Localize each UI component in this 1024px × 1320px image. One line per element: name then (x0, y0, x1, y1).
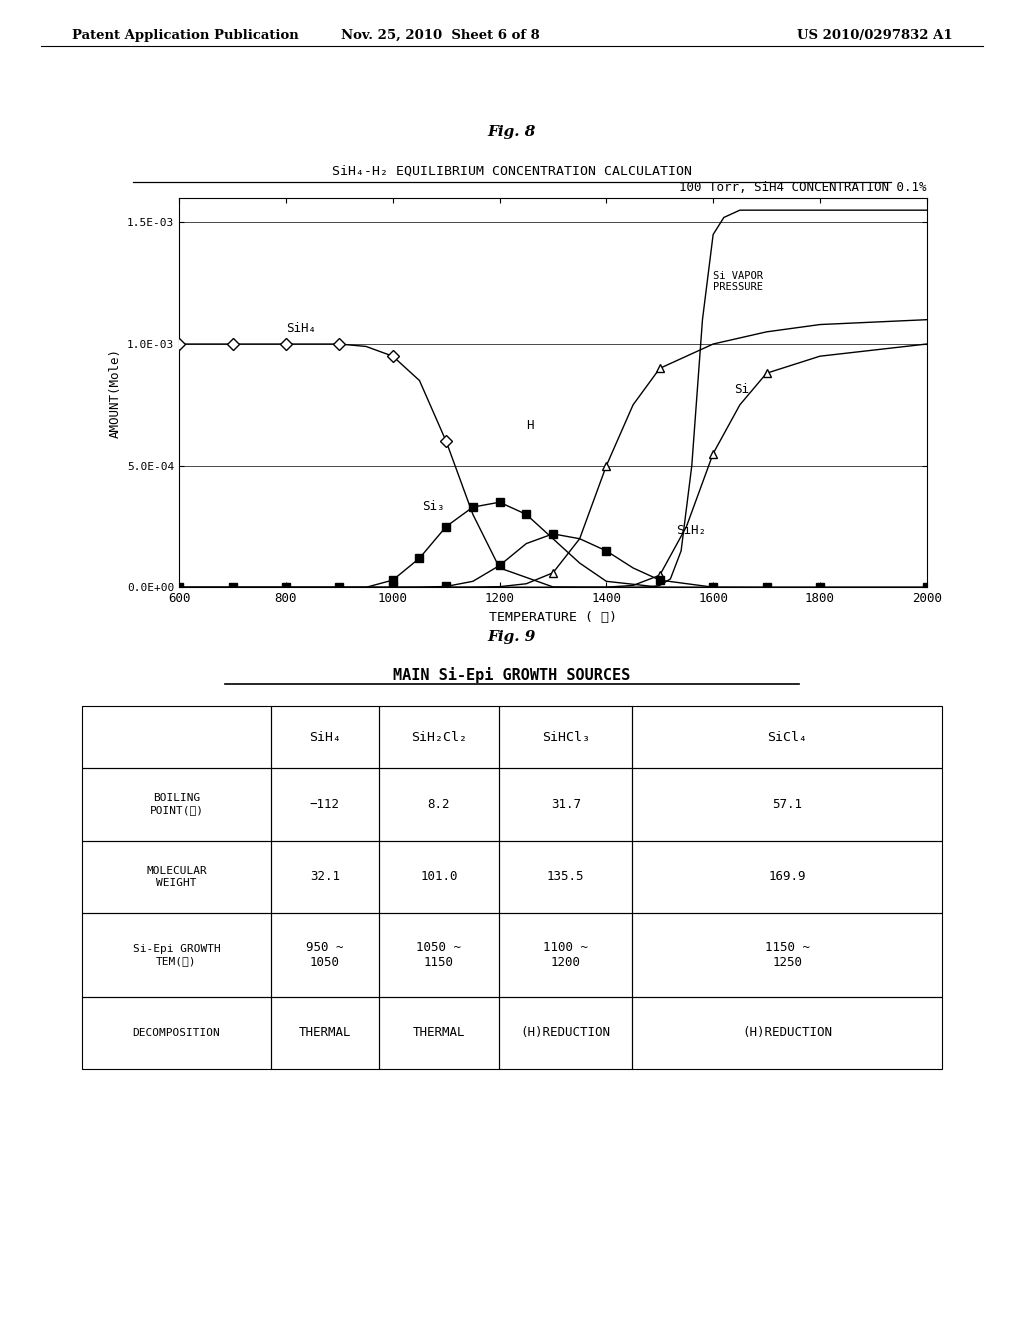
Bar (82, 768, 271, 841)
Text: SiH₂Cl₂: SiH₂Cl₂ (411, 730, 467, 743)
Text: Si VAPOR
PRESSURE: Si VAPOR PRESSURE (713, 271, 763, 293)
Bar (271, 997, 379, 1069)
Text: 1050 ~
1150: 1050 ~ 1150 (417, 941, 462, 969)
Bar (379, 841, 499, 913)
Bar (82, 841, 271, 913)
Bar (379, 913, 499, 997)
Bar (633, 768, 942, 841)
Text: SiH₂: SiH₂ (676, 524, 706, 537)
Text: 1100 ~
1200: 1100 ~ 1200 (544, 941, 588, 969)
Text: 31.7: 31.7 (551, 797, 581, 810)
Text: SiH₄: SiH₄ (309, 730, 341, 743)
Bar (633, 841, 942, 913)
Text: 32.1: 32.1 (310, 870, 340, 883)
Text: (H)REDUCTION: (H)REDUCTION (742, 1027, 833, 1039)
Bar (271, 768, 379, 841)
Bar (82, 997, 271, 1069)
Text: SiHCl₃: SiHCl₃ (542, 730, 590, 743)
Text: 4: 4 (512, 166, 518, 176)
Text: 101.0: 101.0 (420, 870, 458, 883)
Text: SiH₄: SiH₄ (286, 322, 316, 335)
Bar (499, 913, 633, 997)
Text: H: H (526, 420, 534, 432)
Text: MAIN Si-Epi GROWTH SOURCES: MAIN Si-Epi GROWTH SOURCES (393, 667, 631, 682)
Text: 950 ~
1050: 950 ~ 1050 (306, 941, 344, 969)
Text: −112: −112 (310, 797, 340, 810)
Text: (H)REDUCTION: (H)REDUCTION (521, 1027, 610, 1039)
Bar (499, 706, 633, 768)
Text: 8.2: 8.2 (428, 797, 451, 810)
Text: 135.5: 135.5 (547, 870, 585, 883)
Bar (379, 768, 499, 841)
Bar (499, 768, 633, 841)
Text: Si-Epi GROWTH
TEM(℃): Si-Epi GROWTH TEM(℃) (133, 944, 220, 966)
Bar (82, 706, 271, 768)
Bar (271, 913, 379, 997)
Text: US 2010/0297832 A1: US 2010/0297832 A1 (797, 29, 952, 42)
Bar (82, 913, 271, 997)
Bar (379, 706, 499, 768)
Text: 100 Torr, SiH4 CONCENTRATION 0.1%: 100 Torr, SiH4 CONCENTRATION 0.1% (679, 181, 927, 194)
Bar (271, 706, 379, 768)
Text: Fig. 8: Fig. 8 (487, 125, 537, 140)
Text: THERMAL: THERMAL (299, 1027, 351, 1039)
Text: Si₃: Si₃ (422, 499, 444, 512)
Text: 169.9: 169.9 (768, 870, 806, 883)
Y-axis label: AMOUNT(Mole): AMOUNT(Mole) (109, 347, 122, 438)
Text: SiH₄-H₂ EQUILIBRIUM CONCENTRATION CALCULATION: SiH₄-H₂ EQUILIBRIUM CONCENTRATION CALCUL… (332, 165, 692, 178)
Text: Nov. 25, 2010  Sheet 6 of 8: Nov. 25, 2010 Sheet 6 of 8 (341, 29, 540, 42)
Text: THERMAL: THERMAL (413, 1027, 465, 1039)
Text: Fig. 9: Fig. 9 (487, 630, 537, 644)
Bar (499, 841, 633, 913)
Text: BOILING
POINT(℃): BOILING POINT(℃) (150, 793, 204, 814)
Bar (633, 706, 942, 768)
Text: DECOMPOSITION: DECOMPOSITION (133, 1028, 220, 1038)
Text: SiCl₄: SiCl₄ (767, 730, 807, 743)
Text: 57.1: 57.1 (772, 797, 802, 810)
Text: Si: Si (734, 383, 750, 396)
Bar (633, 913, 942, 997)
Bar (271, 841, 379, 913)
Text: SiH: SiH (488, 154, 512, 168)
X-axis label: TEMPERATURE ( ℃): TEMPERATURE ( ℃) (489, 611, 616, 624)
Text: Patent Application Publication: Patent Application Publication (72, 29, 298, 42)
Bar (379, 997, 499, 1069)
Bar (633, 997, 942, 1069)
Text: 1150 ~
1250: 1150 ~ 1250 (765, 941, 810, 969)
Bar (499, 997, 633, 1069)
Text: MOLECULAR
WEIGHT: MOLECULAR WEIGHT (146, 866, 207, 887)
